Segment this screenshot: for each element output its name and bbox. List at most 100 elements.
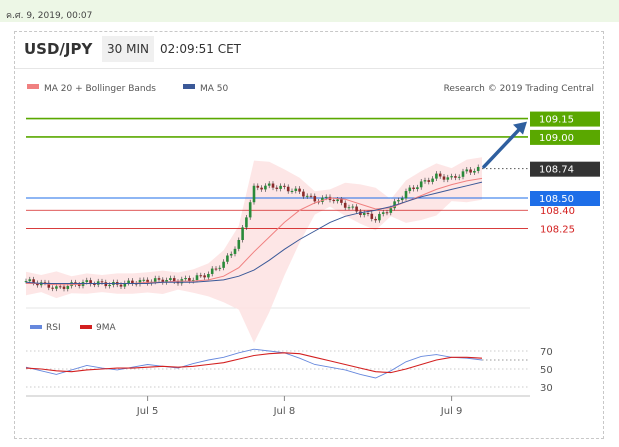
candle-body [332,199,336,202]
level-tag-108-74 [530,161,600,177]
candle-body [36,282,39,286]
candle-body [397,200,400,202]
candle-body [400,198,404,201]
ma50-legend-swatch [183,84,195,89]
candle-body [62,286,66,289]
candle-body [271,183,275,188]
candle-body [241,227,244,241]
candle-body [476,166,480,171]
ma20-legend-swatch [27,84,39,89]
candle-body [427,180,431,182]
symbol-title: USD/JPY [24,40,93,58]
candle-body [153,278,157,282]
x-tick-label: Jul 5 [136,406,159,417]
candle-body [351,206,355,208]
candle-body [305,195,309,197]
candle-body [378,213,381,221]
candle-body [47,282,51,288]
candle-body [127,280,130,284]
header-divider [15,68,603,69]
candle-body [457,176,461,178]
candle-body [298,188,301,192]
candle-body [416,187,419,190]
candle-body [336,199,339,202]
candle-body [362,213,366,215]
candle-body [279,185,282,189]
candle-body [393,201,396,209]
candle-body [203,275,206,278]
candle-body [28,279,32,282]
candle-body [199,275,203,277]
candle-body [93,284,96,286]
x-tick-label: Jul 9 [440,406,463,417]
candle-body [229,253,233,256]
candle-body [43,282,47,284]
x-tick-label: Jul 8 [273,406,296,417]
candle-body [89,280,92,285]
candle-body [214,268,218,270]
candle-body [104,282,108,287]
level-label-108-74: 108.74 [539,165,574,176]
candle-body [412,187,415,190]
candle-body [374,218,377,221]
level-label-108-40: 108.40 [540,206,575,217]
rsi-ma-legend-swatch [80,325,92,329]
candle-body [454,176,457,178]
level-label-109-15: 109.15 [539,115,574,126]
candle-body [355,206,358,212]
candle-body [207,273,210,278]
candle-body [465,169,469,172]
level-tag-109-00 [530,129,600,145]
candle-body [55,286,58,289]
rsi-tick-70: 70 [540,347,553,358]
candle-body [404,191,408,199]
candle-body [438,173,442,177]
candle-body [389,208,393,213]
date-bar: ค.ศ. 9, 2019, 00:07 [0,0,619,22]
candle-body [309,195,313,197]
projection-arrowhead [513,121,527,135]
candle-body [260,187,263,190]
level-label-108-25: 108.25 [540,225,575,236]
rsi-ma-legend-label: 9MA [96,323,116,333]
candle-body [252,185,256,203]
candle-body [286,186,290,192]
candle-body [142,279,146,281]
rsi-tick-50: 50 [540,365,553,376]
level-tag-108-50 [530,191,600,206]
bollinger-band [26,157,482,343]
candle-body [290,190,294,192]
candle-body [131,280,134,284]
candle-body [32,279,35,283]
candle-body [70,282,73,287]
candle-body [66,286,70,289]
candle-body [245,217,248,228]
candle-body [408,187,412,192]
candle-body [138,280,142,285]
candle-body [419,181,423,188]
candle-body [248,202,252,218]
candle-body [123,283,127,287]
rsi-tick-30: 30 [540,383,553,394]
ma50-legend-label: MA 50 [200,84,229,94]
candle-body [264,185,267,190]
candle-body [469,169,472,173]
candle-body [58,286,62,288]
candle-body [188,278,191,282]
candle-body [267,183,271,186]
candle-body [161,279,165,283]
level-label-108-50: 108.50 [539,194,574,205]
timeframe-selector[interactable]: 30 MIN [102,36,154,62]
candle-body [450,176,453,178]
candle-body [195,275,199,281]
candle-body [256,185,260,188]
chart-frame [14,31,604,439]
candle-body [442,176,446,180]
candle-body [294,188,298,191]
candle-body [431,178,434,182]
candle-body [233,248,237,254]
candle-body [473,170,476,173]
candle-body [157,278,161,280]
level-tag-109-15 [530,111,600,127]
